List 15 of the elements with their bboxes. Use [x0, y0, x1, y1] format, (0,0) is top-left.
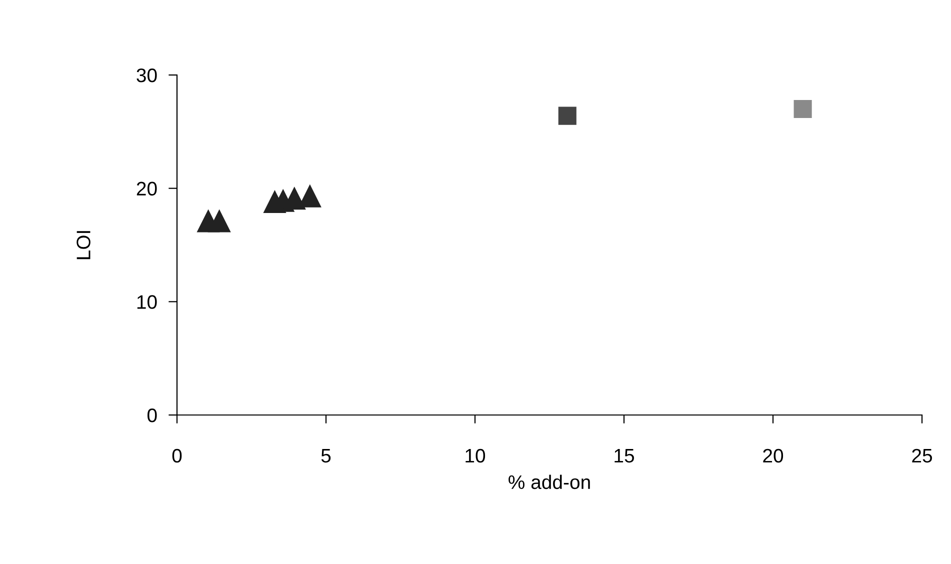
y-tick-label: 0 — [148, 408, 157, 422]
x-tick-label: 15 — [614, 449, 634, 463]
point — [794, 100, 812, 118]
y-tick-label: 10 — [137, 295, 157, 309]
point — [558, 106, 576, 125]
y-axis-title: LOI — [76, 231, 90, 260]
x-axis-title: % add-on — [508, 474, 590, 490]
x-tick-label: 20 — [763, 448, 784, 463]
x-tick-label: 0 — [172, 448, 182, 463]
x-tick-label: 10 — [466, 448, 486, 463]
x-tick-label: 25 — [912, 448, 932, 463]
point — [208, 210, 230, 232]
x-tick-label: 5 — [321, 449, 331, 463]
y-tick-label: 20 — [136, 182, 157, 196]
y-tick-label: 30 — [136, 68, 157, 82]
